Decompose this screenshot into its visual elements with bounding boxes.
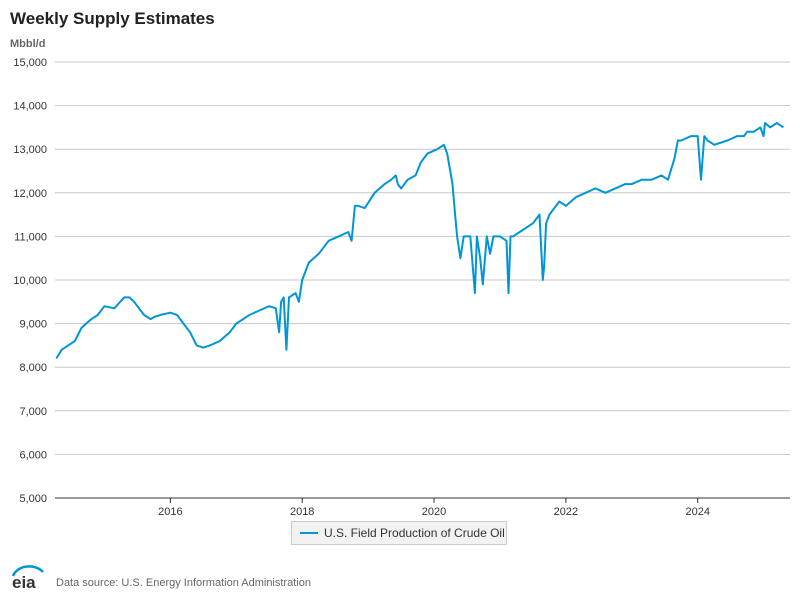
y-tick-label: 7,000 — [19, 406, 47, 418]
chart-title: Weekly Supply Estimates — [10, 9, 215, 28]
x-tick-label: 2016 — [158, 506, 182, 518]
y-axis-unit-label: Mbbl/d — [10, 38, 46, 50]
x-axis-ticks: 2016 2018 2020 2022 2024 — [158, 498, 710, 518]
series-layer — [55, 122, 784, 360]
x-tick-label: 2018 — [290, 506, 314, 518]
y-tick-label: 5,000 — [19, 493, 47, 505]
y-tick-label: 6,000 — [19, 449, 47, 461]
y-tick-label: 8,000 — [19, 362, 47, 374]
series-line-us-field-production — [55, 122, 784, 360]
legend-swatch — [300, 532, 318, 534]
y-tick-label: 13,000 — [13, 144, 47, 156]
legend-label: U.S. Field Production of Crude Oil — [324, 526, 505, 540]
y-tick-label: 12,000 — [13, 188, 47, 200]
y-tick-label: 15,000 — [13, 57, 47, 69]
y-axis-ticks: 5,000 6,000 7,000 8,000 9,000 10,000 11,000 12,… — [13, 57, 47, 505]
y-tick-label: 9,000 — [19, 319, 47, 331]
eia-logo-text: eia — [12, 573, 36, 592]
x-tick-label: 2024 — [685, 506, 709, 518]
legend[interactable]: U.S. Field Production of Crude Oil — [291, 521, 507, 545]
y-tick-label: 11,000 — [14, 231, 47, 243]
grid-lines — [55, 61, 790, 499]
data-source-note: Data source: U.S. Energy Information Adm… — [56, 577, 311, 589]
y-tick-label: 14,000 — [13, 101, 47, 113]
eia-logo: eia — [10, 562, 46, 592]
x-tick-label: 2020 — [422, 506, 446, 518]
x-tick-label: 2022 — [554, 506, 578, 518]
y-tick-label: 10,000 — [13, 275, 47, 287]
